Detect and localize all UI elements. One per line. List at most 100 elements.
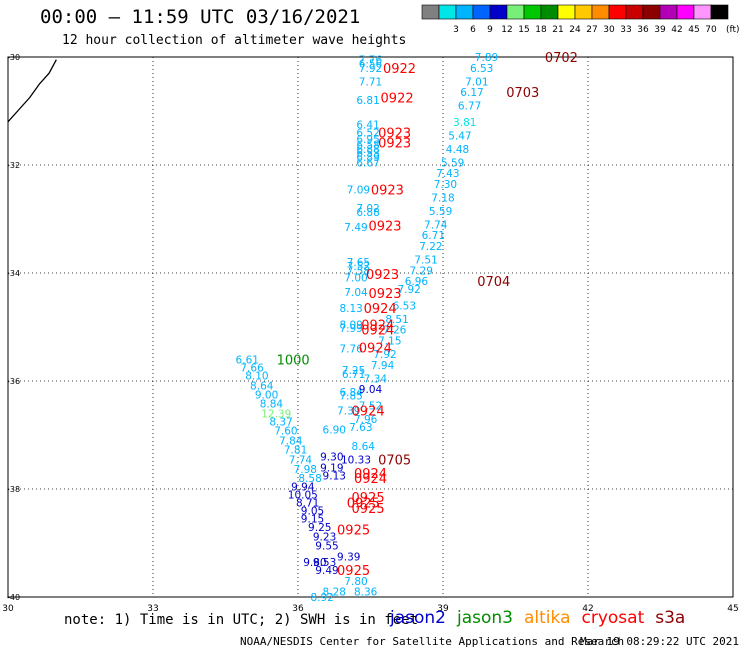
- colorbar-label: 70: [705, 25, 717, 35]
- pass-time-label: 0924: [361, 318, 394, 333]
- colorbar-label: 9: [487, 25, 493, 35]
- wave-height-label: 9.15: [301, 514, 324, 526]
- wave-height-label: 5.59: [441, 157, 464, 169]
- colorbar-label: 6: [470, 25, 476, 35]
- wave-height-label: 6.88: [356, 207, 379, 219]
- wave-height-label: 8.37: [269, 417, 292, 429]
- wave-height-label: 7.49: [344, 222, 367, 234]
- wave-height-label: 7.25: [342, 365, 365, 377]
- wave-height-label: 7.66: [240, 363, 264, 375]
- colorbar-label: 18: [535, 25, 547, 35]
- wave-height-label: 5.59: [429, 206, 452, 218]
- y-tick-label: -32: [7, 161, 20, 170]
- wave-height-label: 8.92: [310, 592, 333, 604]
- wave-height-label: 7.85: [339, 391, 362, 403]
- wave-height-label: 8.10: [245, 371, 268, 383]
- y-tick-label: -30: [7, 53, 20, 62]
- pass-time-label: 0924: [354, 467, 387, 482]
- satellite-cryosat: cryosat: [581, 608, 645, 628]
- wave-height-label: 6.61: [236, 354, 259, 366]
- wave-height-label: 7.30: [434, 179, 457, 191]
- y-tick-label: -36: [7, 377, 20, 386]
- pass-time-label: 0924: [354, 472, 387, 487]
- wave-height-label: 7.81: [284, 445, 307, 457]
- wave-height-label: 7.65: [347, 257, 370, 269]
- colorbar-label: 15: [518, 25, 529, 35]
- pass-time-label: 0925: [337, 564, 370, 579]
- y-tick-label: -38: [7, 485, 20, 494]
- pass-time-label: 0923: [371, 183, 404, 198]
- pass-time-label: 0924: [364, 302, 397, 317]
- wave-height-label: 9.39: [337, 552, 360, 564]
- wave-height-label: 7.01: [465, 76, 488, 88]
- wave-height-label: 6.96: [405, 276, 429, 288]
- pass-time-label: 0922: [381, 92, 414, 107]
- colorbar-label: 27: [586, 25, 597, 35]
- wave-height-label: 7.63: [349, 422, 372, 434]
- wave-height-label: 9.25: [308, 522, 331, 534]
- chart-title: 00:00 – 11:59 UTC 03/16/2021: [40, 6, 361, 28]
- wave-height-label: 7.34: [364, 373, 388, 385]
- wave-height-label: 7.94: [371, 360, 395, 372]
- wave-height-label: 8.64: [250, 380, 274, 392]
- wave-height-label: 6.71: [422, 230, 445, 242]
- pass-time-label: 0702: [545, 51, 578, 66]
- wave-height-label: 6.84: [339, 387, 363, 399]
- pass-time-label: 0705: [378, 453, 411, 468]
- wave-height-label: 9.80: [303, 557, 326, 569]
- wave-height-label: 8.13: [339, 303, 362, 315]
- credit-text: NOAA/NESDIS Center for Satellite Applica…: [240, 635, 625, 648]
- colorbar-label: 24: [569, 25, 581, 35]
- wave-height-label: 8.64: [352, 441, 376, 453]
- wave-height-label: 6.90: [323, 425, 346, 437]
- wave-height-label: 8.09: [339, 319, 362, 331]
- wave-height-label: 7.04: [344, 287, 368, 299]
- wave-height-label: 7.29: [410, 265, 433, 277]
- satellite-jason2: jason2: [390, 608, 446, 628]
- generated-timestamp: Mar 19 08:29:22 UTC 2021: [580, 635, 739, 648]
- pass-time-label: 0923: [378, 136, 411, 151]
- wave-height-label: 7.18: [431, 192, 454, 204]
- wave-height-label: 9.49: [315, 565, 338, 577]
- wave-height-label: 7.92: [397, 284, 420, 296]
- colorbar-label: 33: [620, 25, 631, 35]
- wave-height-label: 7.22: [419, 241, 442, 253]
- coastline: [7, 59, 57, 123]
- wave-height-label: 7.00: [344, 272, 367, 284]
- wave-height-label: 6.88: [356, 144, 379, 156]
- colorbar-label: 30: [603, 25, 615, 35]
- pass-time-label: 0923: [366, 268, 399, 283]
- wave-height-label: 7.09: [347, 184, 370, 196]
- x-tick-label: 39: [437, 604, 449, 614]
- wave-height-label: 6.77: [458, 101, 481, 113]
- wave-height-label: 6.58: [356, 139, 379, 151]
- wave-height-label: 7.58: [347, 265, 370, 277]
- chart-subtitle: 12 hour collection of altimeter wave hei…: [62, 33, 407, 48]
- wave-height-label: 8.84: [260, 399, 284, 411]
- wave-height-label: 7.71: [359, 76, 382, 88]
- wave-height-label: 7.76: [359, 55, 383, 67]
- x-tick-label: 45: [727, 604, 738, 614]
- wave-height-label: 7.15: [378, 336, 401, 348]
- wave-height-label: 6.89: [356, 152, 379, 164]
- wave-height-label: 7.84: [279, 435, 303, 447]
- y-tick-label: -40: [7, 593, 20, 602]
- plot-frame: [7, 56, 734, 598]
- wave-height-label: 9.94: [291, 481, 315, 493]
- wave-height-label: 8.58: [298, 473, 321, 485]
- wave-height-label: 6.53: [393, 300, 416, 312]
- wave-height-label: 7.80: [344, 576, 367, 588]
- wave-height-label: 7.39: [337, 406, 360, 418]
- wave-height-label: 6.53: [356, 148, 379, 160]
- colorbar-label: 21: [552, 25, 563, 35]
- wave-height-label: 7.02: [356, 203, 379, 215]
- color-scale-legend: 3 6 9 12 15 18 21 24 27 30 33 36 39 42 45 70 (ft): [421, 4, 740, 35]
- pass-time-label: 0925: [352, 491, 385, 506]
- wave-height-label: 4.48: [446, 144, 469, 156]
- wave-height-label: 8.36: [354, 587, 378, 599]
- wave-height-label: 6.41: [356, 120, 379, 132]
- pass-time-label: 0923: [378, 127, 411, 142]
- colorbar-swatch: [710, 4, 729, 20]
- wave-height-label: 10.33: [341, 454, 371, 466]
